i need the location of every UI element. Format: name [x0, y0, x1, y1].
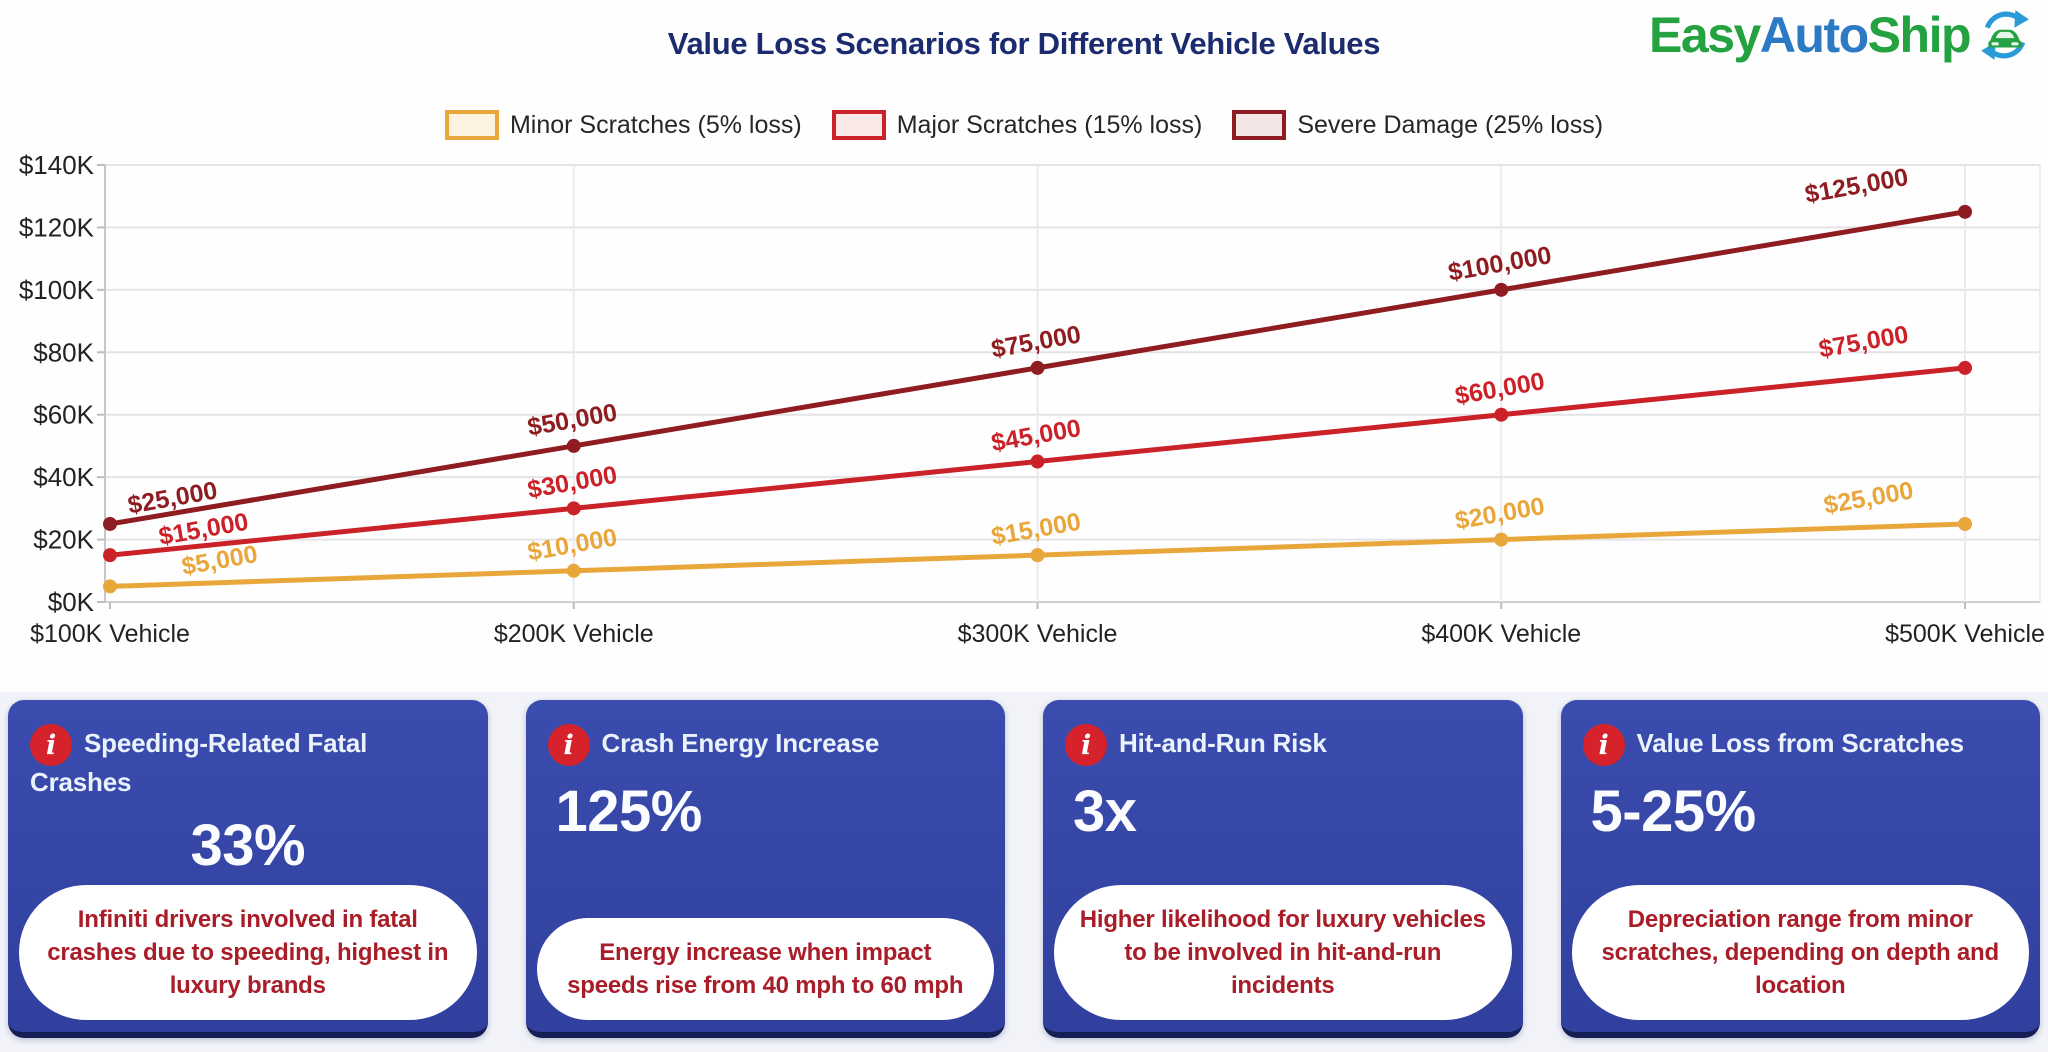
- legend-swatch: [444, 110, 499, 140]
- card-description-pill: Higher likelihood for luxury vehicles to…: [1054, 884, 1512, 1020]
- y-tick-label: $40K: [33, 462, 94, 492]
- card-stat-value: 3x: [1073, 779, 1137, 844]
- x-tick-label: $500K Vehicle: [1885, 620, 2045, 648]
- page-title: Value Loss Scenarios for Different Vehic…: [667, 26, 1381, 61]
- legend-label: Severe Damage (25% loss): [1297, 110, 1604, 139]
- data-point[interactable]: [1030, 548, 1045, 563]
- data-point[interactable]: [566, 438, 581, 453]
- stat-card: i Crash Energy Increase 125% Energy incre…: [525, 700, 1006, 1038]
- data-point[interactable]: [1958, 360, 1972, 375]
- card-header: i Crash Energy Increase: [526, 700, 1006, 766]
- card-description-pill: Energy increase when impact speeds rise …: [536, 917, 994, 1020]
- data-point-label: $20,000: [1453, 492, 1547, 535]
- legend-label: Major Scratches (15% loss): [896, 110, 1203, 139]
- data-point[interactable]: [1958, 204, 1972, 219]
- card-description-pill: Infiniti drivers involved in fatal crash…: [19, 884, 477, 1020]
- x-tick-label: $100K Vehicle: [30, 620, 190, 648]
- car-shipping-logo-icon: [1981, 10, 2029, 60]
- y-tick-label: $60K: [33, 400, 94, 430]
- card-stat-value: 5-25%: [1590, 779, 1757, 844]
- info-icon: i: [547, 724, 590, 766]
- info-icon: i: [1065, 724, 1107, 766]
- data-point-label: $75,000: [1817, 320, 1911, 363]
- legend-item-major-scratches[interactable]: Major Scratches (15% loss): [831, 110, 1203, 140]
- x-tick-label: $400K Vehicle: [1421, 620, 1581, 648]
- legend-label: Minor Scratches (5% loss): [509, 110, 802, 139]
- data-point-label: $45,000: [989, 414, 1083, 457]
- data-point[interactable]: [103, 548, 117, 563]
- card-title: Speeding-Related Fatal Crashes: [30, 727, 368, 797]
- data-point[interactable]: [1494, 532, 1509, 547]
- y-tick-label: $0K: [48, 587, 95, 617]
- data-point-label: $30,000: [525, 461, 619, 504]
- legend-item-minor-scratches[interactable]: Minor Scratches (5% loss): [444, 110, 802, 140]
- value-loss-line-chart: $0K $20K $40K $60K $80K $100K $120K $140K $100K …: [19, 150, 2045, 648]
- card-header: i Hit-and-Run Risk: [1043, 700, 1523, 766]
- legend-swatch: [831, 110, 886, 140]
- y-tick-label: $140K: [19, 150, 95, 180]
- data-point-label: $15,000: [989, 508, 1083, 551]
- card-title: Value Loss from Scratches: [1636, 727, 1965, 758]
- data-point[interactable]: [103, 516, 117, 531]
- data-point[interactable]: [1494, 282, 1509, 297]
- info-icon: i: [1582, 724, 1625, 766]
- data-point[interactable]: [103, 579, 117, 594]
- card-header: i Value Loss from Scratches: [1561, 700, 2041, 766]
- data-point-label: $100,000: [1446, 241, 1554, 287]
- y-tick-label: $20K: [33, 525, 94, 555]
- logo-text-ship: Ship: [1867, 7, 1972, 63]
- y-tick-label: $80K: [33, 337, 94, 367]
- data-point[interactable]: [1030, 454, 1045, 469]
- easyautoship-logo: Easy Auto Ship: [1649, 6, 2032, 64]
- card-title: Crash Energy Increase: [601, 727, 880, 758]
- info-icon: i: [30, 724, 72, 766]
- logo-text-easy: Easy: [1649, 7, 1761, 63]
- y-tick-label: $100K: [19, 275, 95, 305]
- data-point-label: $60,000: [1453, 367, 1547, 410]
- stat-cards-row: i Speeding-Related Fatal Crashes 33% Infi…: [8, 700, 2040, 1038]
- x-tick-label: $300K Vehicle: [958, 620, 1118, 648]
- y-tick-label: $120K: [19, 212, 95, 242]
- data-point[interactable]: [1494, 407, 1509, 422]
- data-point[interactable]: [1030, 360, 1045, 375]
- card-stat-value: 125%: [555, 779, 703, 844]
- data-point[interactable]: [1958, 516, 1972, 531]
- data-point-label: $50,000: [525, 398, 619, 441]
- card-description-pill: Depreciation range from minor scratches,…: [1571, 884, 2029, 1020]
- logo-text-auto: Auto: [1759, 7, 1869, 63]
- stat-card: i Speeding-Related Fatal Crashes 33% Infi…: [8, 700, 488, 1038]
- chart-legend: Minor Scratches (5% loss) Major Scratches…: [0, 110, 2048, 140]
- card-stat-value: 33%: [190, 812, 306, 878]
- stat-card: i Value Loss from Scratches 5-25% Depreci…: [1560, 700, 2041, 1038]
- data-point-label: $75,000: [989, 320, 1083, 363]
- legend-item-severe-damage[interactable]: Severe Damage (25% loss): [1232, 110, 1603, 140]
- data-point[interactable]: [566, 563, 581, 578]
- card-title: Hit-and-Run Risk: [1119, 727, 1327, 758]
- x-tick-label: $200K Vehicle: [494, 620, 654, 648]
- stat-card: i Hit-and-Run Risk 3x Higher likelihood f…: [1043, 700, 1523, 1038]
- data-point-label: $25,000: [1822, 476, 1916, 519]
- data-point-label: $125,000: [1803, 163, 1911, 209]
- data-point[interactable]: [566, 501, 581, 516]
- data-point-label: $10,000: [525, 523, 619, 566]
- card-header: i Speeding-Related Fatal Crashes: [8, 700, 488, 800]
- legend-swatch: [1232, 110, 1287, 140]
